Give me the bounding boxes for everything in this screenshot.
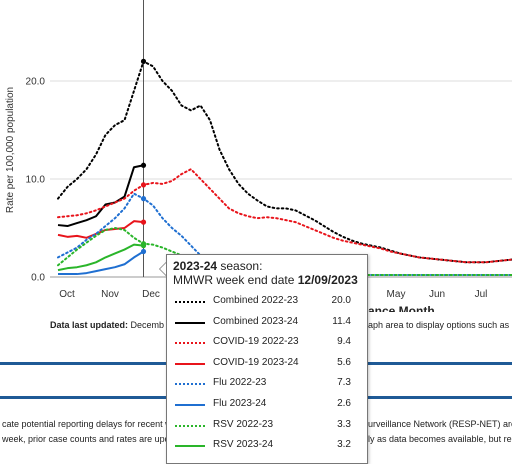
y-axis-label: Rate per 100,000 population [5,87,16,213]
y-axis-ticks: 0.0 10.0 20.0 [26,77,46,284]
tooltip-date: MMWR week end date 12/09/2023 [173,273,358,287]
x-axis-title: ance Month [368,304,435,312]
tooltip-row: COVID-19 2022-23 9.4 [173,332,361,353]
tooltip-season: 2023-24 season: [173,259,263,273]
tooltip-series-name: Combined 2023-24 [213,315,299,327]
hover-markers [140,58,147,255]
hover-marker-0 [140,58,147,64]
tooltip-swatch [175,383,205,386]
hover-marker-2 [140,182,147,188]
tooltip-series-name: COVID-19 2023-24 [213,356,299,368]
tooltip-series-name: RSV 2022-23 [213,418,274,430]
tooltip-row: COVID-19 2023-24 5.6 [173,353,361,374]
y-tick-label: 20.0 [26,77,46,88]
hover-marker-4 [140,196,147,202]
series-line-4 [57,192,512,277]
tooltip-series-name: Flu 2023-24 [213,397,267,409]
x-tick-label: Jul [475,289,488,300]
hover-marker-7 [140,243,147,249]
tooltip-row: Combined 2023-24 11.4 [173,312,361,333]
tooltip-series-value: 2.6 [337,397,351,409]
tooltip-swatch [175,445,205,448]
tooltip-row: Combined 2022-23 20.0 [173,291,361,312]
x-tick-label: Jun [429,289,445,300]
series-line-5 [58,250,145,276]
x-tick-label: May [387,289,406,300]
updated-value: Decemb [128,320,165,330]
tooltip-series-value: 9.4 [337,336,351,348]
gridlines [50,80,512,278]
y-tick-label: 0.0 [31,273,45,284]
tooltip-series-name: COVID-19 2022-23 [213,336,299,348]
series-line-7 [57,243,144,272]
tooltip-swatch [175,301,205,303]
tooltip-series-value: 11.4 [332,315,351,327]
hover-marker-1 [140,162,147,168]
updated-label: Data last updated: [50,320,129,330]
chart-tooltip: 2023-24 season: MMWR week end date 12/09… [160,254,368,464]
y-tick-label: 10.0 [26,175,46,186]
tooltip-series-value: 3.2 [337,439,351,451]
chart-hint-text: aph area to display options such as [368,320,510,330]
x-axis-ticks: Oct Nov Dec May Jun Jul [59,289,487,300]
footnote-right-2: ly as data becomes available, but repo [368,434,512,444]
tooltip-series-name: Flu 2022-23 [213,377,267,389]
tooltip-row: RSV 2023-24 3.2 [173,435,361,456]
data-updated-note: Data last updated: Decemb [50,320,164,330]
tooltip-swatch [175,403,205,406]
tooltip-series-value: 20.0 [331,295,351,306]
series-line-1 [57,164,144,228]
x-tick-label: Nov [101,289,119,300]
tooltip-swatch [175,424,205,427]
tooltip-series-value: 5.6 [337,356,351,368]
series-line-2 [57,168,512,264]
tooltip-series-value: 7.3 [337,377,351,389]
hover-marker-5 [140,248,147,255]
tooltip-swatch [175,362,205,365]
footnote-right-1: urveillance Network (RESP-NET) are pre [368,419,512,429]
tooltip-row: Flu 2022-23 7.3 [173,373,361,394]
tooltip-series-name: RSV 2023-24 [213,439,274,451]
tooltip-rows: Combined 2022-23 20.0 Combined 2023-24 11.4… [173,291,361,456]
hover-marker-3 [140,219,147,225]
tooltip-series-name: Combined 2022-23 [213,295,299,306]
footnote-left-1: cate potential reporting delays for rece… [2,419,182,429]
tooltip-swatch [175,321,205,324]
tooltip-swatch [175,342,205,345]
series-line-0 [57,60,512,264]
tooltip-row: Flu 2023-24 2.6 [173,394,361,415]
tooltip-row: RSV 2022-23 3.3 [173,415,361,436]
series-line-3 [57,220,144,239]
x-tick-label: Oct [59,289,75,300]
x-tick-label: Dec [142,289,160,300]
series-lines [57,60,512,277]
tooltip-series-value: 3.3 [337,418,351,430]
footnote-left-2: week, prior case counts and rates are up… [2,434,183,444]
